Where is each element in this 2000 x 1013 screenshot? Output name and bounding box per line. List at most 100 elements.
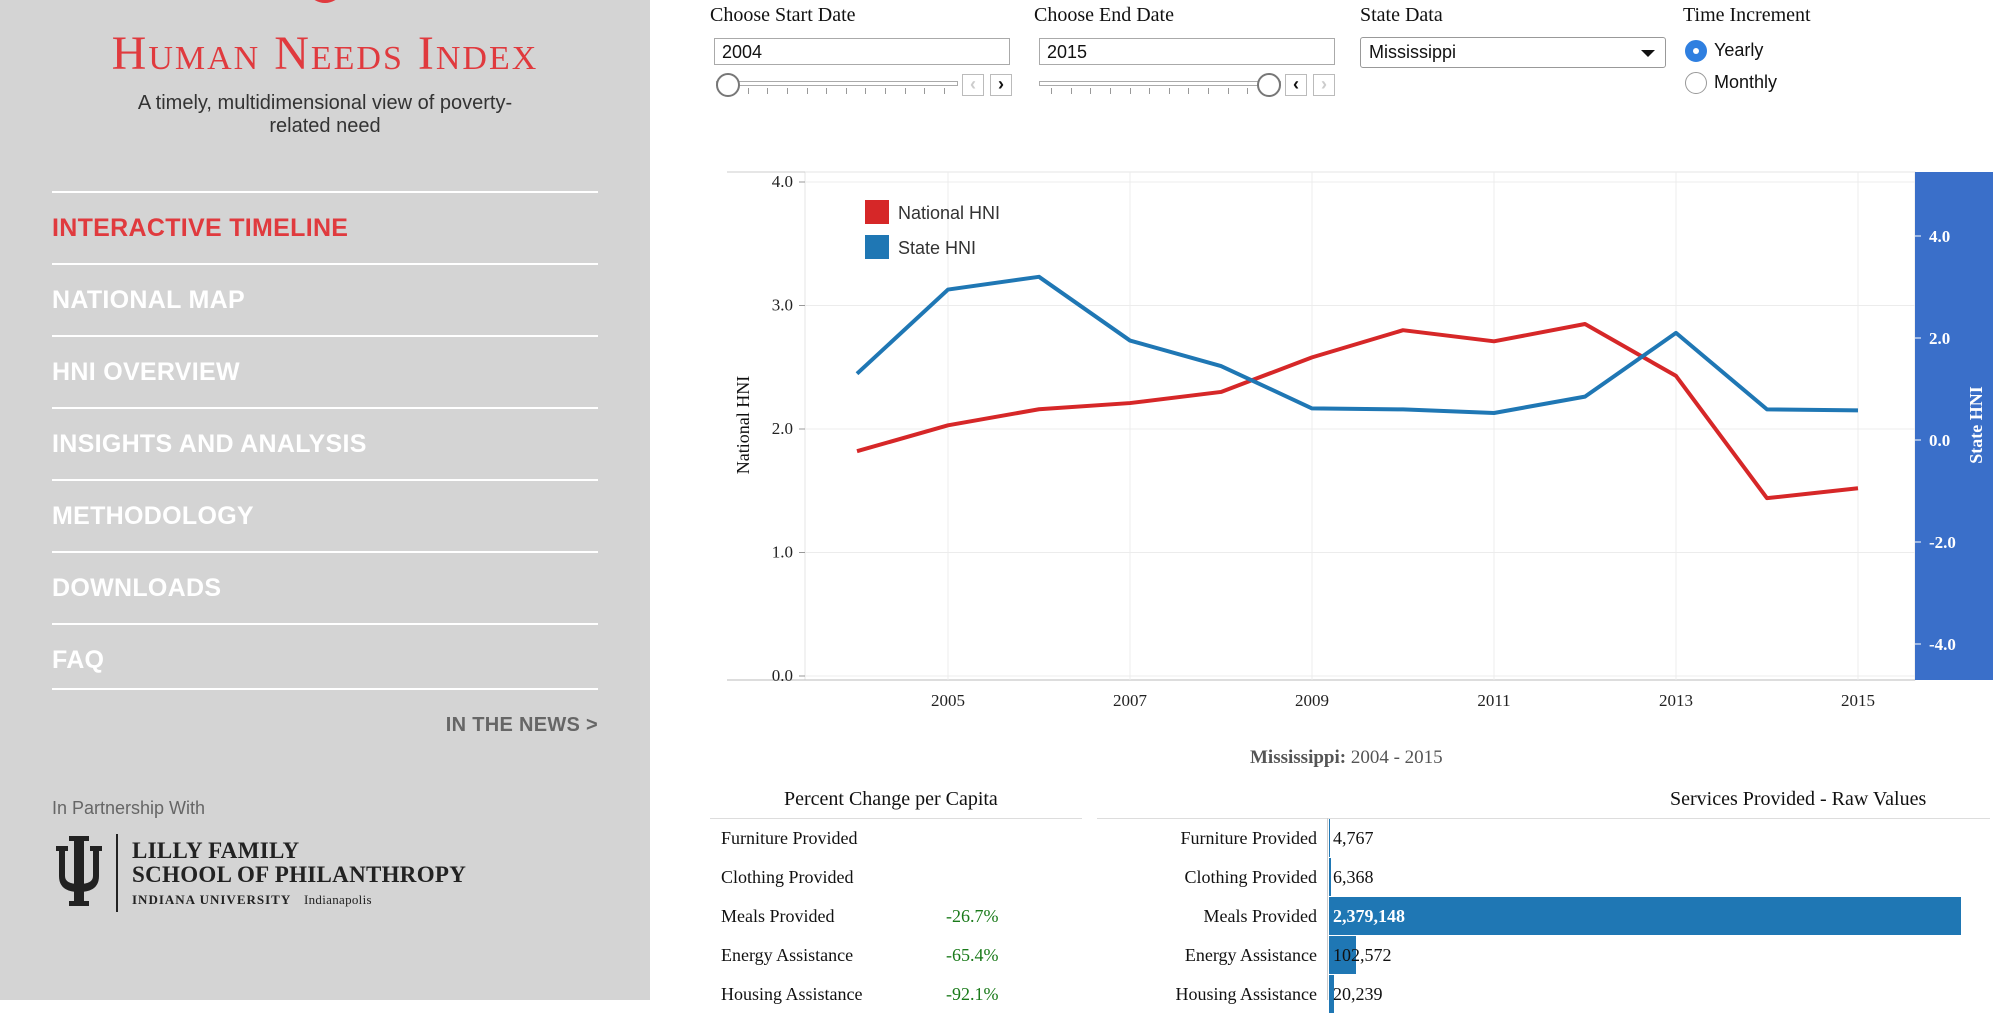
slider-tick: [1188, 88, 1190, 94]
y-tick-label-right: -2.0: [1929, 533, 1956, 552]
partner-label: In Partnership With: [52, 798, 206, 818]
slider-tick: [826, 88, 828, 94]
start-next-button[interactable]: ›: [990, 74, 1012, 96]
percent-row-label: Meals Provided: [721, 906, 835, 926]
hni-timeline-chart: 0.0 1.0 2.0 3.0 4.0 2005 2007 2009 2011 2013 2015 N…: [727, 171, 1993, 710]
slider-tick: [924, 88, 926, 94]
y-tick-label-right: 2.0: [1929, 329, 1950, 348]
x-tick-label: 2013: [1659, 691, 1693, 710]
slider-tick: [806, 88, 808, 94]
slider-tick: [865, 88, 867, 94]
y-axis-label-right: State HNI: [1966, 386, 1986, 464]
nav-insights-analysis[interactable]: INSIGHTS AND ANALYSIS: [52, 407, 598, 479]
percent-table-rule: [710, 818, 1082, 819]
partner-line3: INDIANA UNIVERSITY Indianapolis: [132, 892, 372, 907]
end-date-input[interactable]: 2015: [1039, 38, 1335, 65]
end-date-slider[interactable]: ‹ ›: [1039, 73, 1339, 99]
legend-label: National HNI: [898, 203, 1000, 223]
nav-downloads[interactable]: DOWNLOADS: [52, 551, 598, 623]
start-date-slider[interactable]: ‹ ›: [716, 73, 1016, 99]
logo-icon: [314, 0, 336, 3]
raw-row-value: 6,368: [1333, 867, 1374, 887]
nav-interactive-timeline[interactable]: INTERACTIVE TIMELINE: [52, 191, 598, 263]
right-axis-panel: [1915, 172, 1993, 680]
raw-bar-axis: [1327, 818, 1328, 1000]
brand-title[interactable]: Human Needs Index: [111, 27, 539, 80]
end-next-button[interactable]: ›: [1313, 74, 1335, 96]
tagline: A timely, multidimensional view of pover…: [137, 92, 513, 137]
x-tick-label: 2015: [1841, 691, 1875, 710]
raw-row-value: 4,767: [1333, 828, 1374, 848]
slider-tick: [767, 88, 769, 94]
slider-track: [716, 81, 958, 86]
summary-title: Mississippi: 2004 - 2015: [1250, 747, 1443, 768]
y-tick-label-right: -4.0: [1929, 635, 1956, 654]
state-data-label: State Data: [1360, 4, 1443, 26]
in-the-news-link[interactable]: IN THE NEWS >: [445, 714, 598, 736]
raw-value-bar[interactable]: [1329, 975, 1335, 1013]
slider-tick: [944, 88, 945, 94]
y-tick-label-left: 2.0: [772, 419, 793, 438]
logo-divider: [116, 834, 118, 912]
sidebar: Human Needs Index A timely, multidimensi…: [0, 0, 650, 1000]
start-prev-button[interactable]: ‹: [962, 74, 984, 96]
y-tick-label-left: 3.0: [772, 296, 793, 315]
raw-row-label: Energy Assistance: [1184, 945, 1317, 965]
radio-yearly-label[interactable]: Yearly: [1714, 40, 1764, 60]
iu-trident-icon: [56, 836, 102, 906]
raw-row-label: Furniture Provided: [1180, 828, 1318, 848]
nav-methodology[interactable]: METHODOLOGY: [52, 479, 598, 551]
y-tick-label-left: 1.0: [772, 543, 793, 562]
radio-yearly[interactable]: [1685, 40, 1707, 62]
start-date-label: Choose Start Date: [710, 4, 856, 26]
slider-handle[interactable]: [1257, 73, 1281, 97]
legend-label: State HNI: [898, 238, 976, 258]
raw-value-bar[interactable]: [1329, 819, 1331, 857]
end-prev-button[interactable]: ‹: [1285, 74, 1307, 96]
legend-swatch: [865, 235, 889, 259]
raw-row-label: Meals Provided: [1203, 906, 1317, 926]
chevron-down-icon: [1641, 50, 1655, 57]
y-axis-label-left: National HNI: [733, 376, 753, 474]
nav-faq[interactable]: FAQ: [52, 623, 598, 695]
nav-hni-overview[interactable]: HNI OVERVIEW: [52, 335, 598, 407]
raw-row-value: 2,379,148: [1333, 906, 1405, 926]
slider-tick: [1149, 88, 1151, 94]
end-date-label: Choose End Date: [1034, 4, 1174, 26]
series-line-state-hni: [855, 274, 1859, 415]
radio-monthly-label[interactable]: Monthly: [1714, 72, 1778, 92]
raw-value-bar[interactable]: [1329, 858, 1331, 896]
percent-change-title: Percent Change per Capita: [784, 788, 998, 810]
slider-tick: [845, 88, 847, 94]
slider-tick: [1208, 88, 1210, 94]
radio-monthly[interactable]: [1685, 72, 1707, 94]
y-tick-label-left: 4.0: [772, 172, 793, 191]
nav-national-map[interactable]: NATIONAL MAP: [52, 263, 598, 335]
slider-tick: [1070, 88, 1072, 94]
x-tick-label: 2007: [1113, 691, 1148, 710]
raw-value-bar[interactable]: [1329, 897, 1961, 935]
percent-row-label: Clothing Provided: [721, 867, 854, 887]
raw-value-bar[interactable]: [1329, 936, 1357, 974]
slider-tick: [747, 88, 749, 94]
start-date-input[interactable]: 2004: [714, 38, 1010, 65]
main-nav: INTERACTIVE TIMELINE NATIONAL MAP HNI OV…: [52, 191, 598, 695]
slider-handle[interactable]: [716, 73, 740, 97]
x-tick-label: 2005: [931, 691, 965, 710]
series-line-national-hni: [856, 322, 1859, 501]
x-tick-label: 2009: [1295, 691, 1329, 710]
nav-divider: [52, 688, 598, 690]
raw-row-value: 102,572: [1333, 945, 1392, 965]
percent-row-label: Energy Assistance: [721, 945, 854, 965]
slider-tick: [786, 88, 788, 94]
raw-values-title: Services Provided - Raw Values: [1670, 788, 1927, 810]
slider-tick: [1227, 88, 1229, 94]
raw-row-label: Housing Assistance: [1175, 984, 1318, 1004]
slider-tick: [904, 88, 906, 94]
time-increment-label: Time Increment: [1683, 4, 1811, 26]
partner-line1: LILLY FAMILY: [132, 838, 300, 863]
partner-line2: SCHOOL OF PHILANTHROPY: [132, 862, 467, 887]
y-tick-label-right: 0.0: [1929, 431, 1950, 450]
state-select[interactable]: Mississippi: [1360, 37, 1666, 68]
raw-row-label: Clothing Provided: [1184, 867, 1317, 887]
